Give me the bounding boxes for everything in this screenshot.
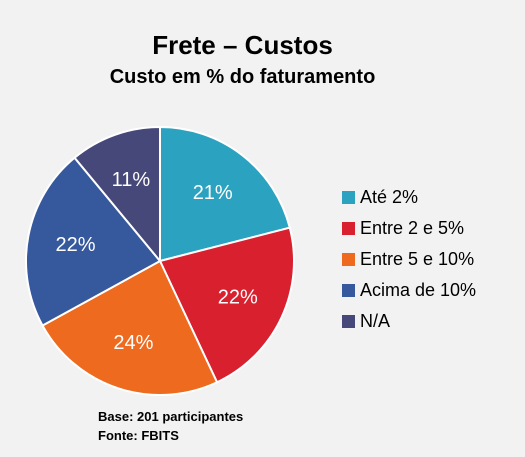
slice-data-label: 22% [218, 287, 258, 309]
chart-notes: Base: 201 participantes Fonte: FBITS [98, 407, 243, 445]
legend-item-entre-5-e-10: Entre 5 e 10% [342, 244, 476, 275]
legend-swatch [342, 191, 355, 204]
legend-item-entre-2-e-5: Entre 2 e 5% [342, 213, 476, 244]
slice-data-label: 21% [193, 182, 233, 204]
pie-slice [25, 156, 161, 327]
pie-slice [159, 126, 291, 262]
chart-title: Frete – Custos [152, 30, 333, 60]
slice-data-label: 22% [56, 234, 96, 256]
pie-slices [25, 126, 295, 396]
legend-label: N/A [360, 311, 391, 331]
slice-data-label: 24% [113, 332, 153, 354]
pie-slice [41, 260, 219, 396]
legend-swatch [342, 284, 355, 297]
legend-label: Acima de 10% [360, 280, 477, 300]
legend-label: Até 2% [360, 187, 419, 207]
legend-label: Entre 2 e 5% [360, 218, 465, 238]
pie-slice [73, 126, 161, 262]
legend-swatch [342, 222, 355, 235]
pie-slice [159, 226, 295, 384]
legend-item-na: N/A [342, 306, 476, 337]
slice-data-label: 11% [112, 169, 151, 191]
legend-label: Entre 5 e 10% [360, 249, 475, 269]
chart-legend: Até 2% Entre 2 e 5% Entre 5 e 10% Acima … [342, 182, 476, 337]
legend-swatch [342, 253, 355, 266]
legend-item-ate-2: Até 2% [342, 182, 476, 213]
legend-swatch [342, 315, 355, 328]
legend-item-acima-de-10: Acima de 10% [342, 275, 476, 306]
chart-subtitle: Custo em % do faturamento [109, 66, 376, 88]
pie-labels: 21% 22% 24% 22% 11% [56, 169, 259, 354]
base-note: Base: 201 participantes [98, 409, 244, 424]
source-note: Fonte: FBITS [98, 428, 179, 443]
